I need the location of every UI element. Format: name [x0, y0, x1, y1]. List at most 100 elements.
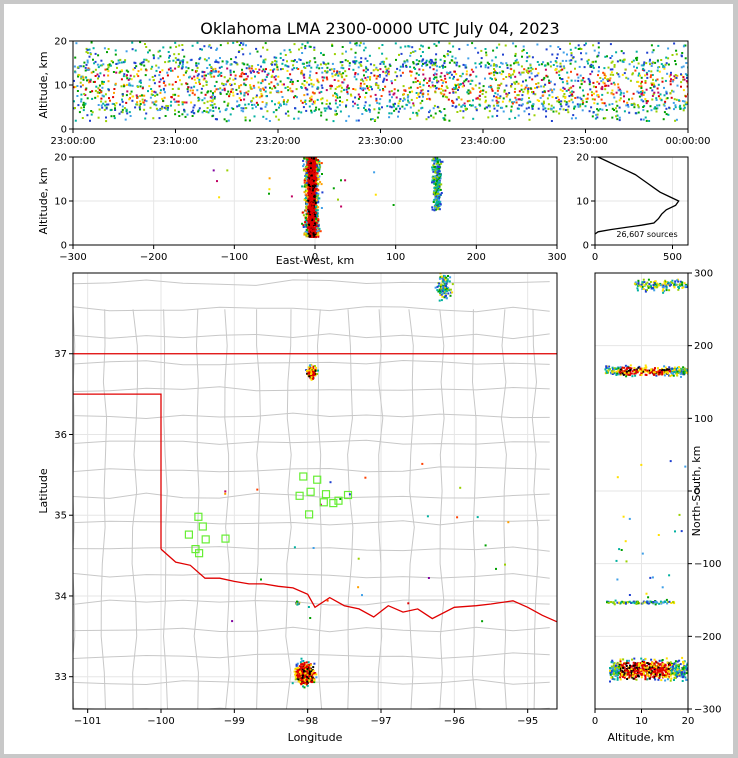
source-point	[419, 81, 421, 84]
source-point	[613, 64, 616, 66]
county-line	[531, 309, 539, 709]
source-point	[318, 166, 321, 169]
source-point	[306, 166, 309, 169]
source-point	[271, 87, 274, 90]
source-point	[307, 226, 310, 229]
source-point	[494, 56, 497, 59]
source-point	[155, 69, 158, 72]
source-point	[287, 89, 290, 92]
source-point	[418, 48, 421, 51]
source-point	[308, 667, 311, 670]
source-point	[344, 59, 347, 62]
source-point	[435, 191, 438, 194]
source-point	[579, 103, 582, 106]
source-point	[408, 101, 411, 104]
source-point	[433, 161, 436, 164]
source-point	[203, 71, 206, 74]
source-point	[354, 88, 357, 91]
source-point	[572, 114, 575, 117]
source-point	[300, 678, 303, 681]
source-point	[325, 118, 328, 121]
source-point	[412, 102, 415, 105]
source-point	[525, 60, 528, 63]
source-point	[307, 666, 310, 669]
source-point	[312, 229, 315, 232]
source-point	[315, 189, 318, 192]
source-point	[181, 103, 184, 106]
source-point	[312, 185, 314, 188]
source-point	[318, 227, 321, 230]
source-point	[357, 73, 360, 76]
source-point	[174, 67, 177, 70]
source-point	[176, 58, 179, 61]
source-point	[317, 178, 320, 181]
source-point	[321, 76, 324, 79]
source-point	[315, 230, 318, 233]
source-point	[527, 67, 530, 70]
source-point	[316, 171, 319, 174]
source-point	[303, 84, 306, 87]
source-point	[239, 99, 242, 102]
source-point	[209, 96, 212, 99]
source-point	[445, 81, 447, 84]
source-point	[403, 89, 406, 92]
source-point	[81, 117, 84, 119]
source-point	[355, 78, 358, 81]
source-point	[566, 108, 569, 111]
source-point	[454, 91, 457, 94]
source-point	[604, 117, 607, 120]
source-point	[407, 45, 410, 48]
source-point	[306, 234, 309, 237]
source-point	[439, 174, 442, 177]
source-point	[263, 88, 265, 91]
source-point	[354, 42, 357, 45]
source-point	[227, 90, 230, 93]
source-point	[221, 88, 224, 91]
source-point	[340, 90, 343, 93]
source-point	[303, 676, 306, 678]
source-point	[651, 83, 654, 86]
source-point	[85, 50, 88, 53]
source-point	[598, 82, 601, 85]
source-point	[177, 75, 179, 78]
source-point	[662, 118, 665, 121]
source-point	[665, 113, 668, 116]
source-point	[434, 58, 437, 61]
source-point	[284, 54, 287, 56]
source-point	[623, 58, 626, 61]
source-point	[295, 675, 298, 677]
source-point	[369, 95, 372, 98]
source-point	[211, 115, 214, 118]
source-point	[502, 70, 505, 73]
source-point	[307, 201, 310, 204]
source-point	[138, 106, 141, 109]
source-point	[620, 91, 623, 94]
source-point	[230, 107, 233, 110]
source-point	[266, 73, 269, 76]
source-point	[428, 84, 430, 87]
source-point	[298, 675, 301, 678]
source-point	[222, 83, 225, 86]
source-point	[121, 100, 124, 103]
source-point	[297, 110, 300, 113]
source-point	[553, 88, 556, 91]
source-point	[491, 89, 494, 92]
source-point	[315, 199, 318, 202]
source-point	[649, 87, 652, 89]
source-point	[186, 61, 189, 64]
source-point	[304, 67, 307, 69]
source-point	[98, 91, 101, 94]
source-point	[435, 195, 438, 198]
source-point	[395, 58, 397, 61]
source-point	[314, 61, 317, 64]
source-point	[254, 68, 257, 70]
source-point	[550, 104, 553, 107]
source-point	[145, 100, 148, 103]
source-point	[682, 78, 685, 81]
source-point	[320, 183, 323, 186]
source-point	[301, 676, 304, 679]
source-point	[437, 87, 440, 90]
source-point	[263, 61, 266, 64]
source-point	[322, 62, 325, 65]
source-point	[320, 111, 323, 114]
